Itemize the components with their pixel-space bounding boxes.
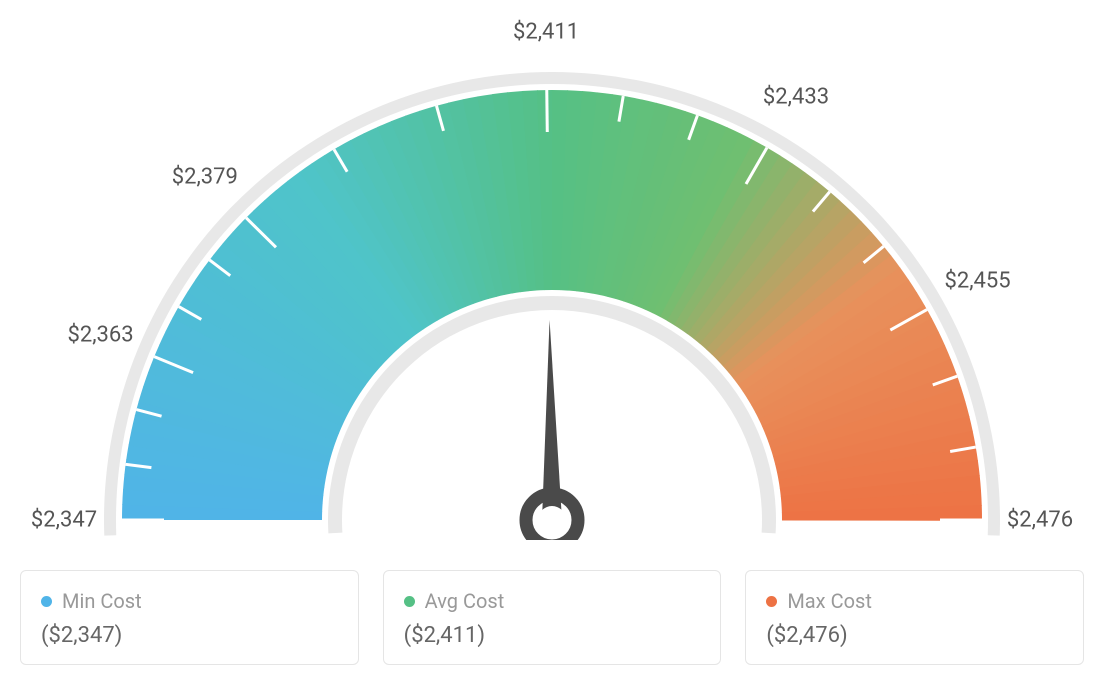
- legend-dot-min: [41, 596, 52, 607]
- gauge-tick-label: $2,476: [1007, 508, 1073, 533]
- legend-label-avg: Avg Cost: [425, 589, 505, 613]
- legend-label-max: Max Cost: [787, 589, 872, 613]
- legend-label-min: Min Cost: [62, 589, 142, 613]
- legend-value-avg: ($2,411): [404, 623, 701, 648]
- gauge-tick-label: $2,363: [68, 322, 134, 347]
- gauge-tick-label: $2,379: [172, 165, 238, 190]
- legend-dot-avg: [404, 596, 415, 607]
- gauge-tick-label: $2,433: [763, 85, 829, 110]
- gauge-tick-label: $2,347: [31, 508, 97, 533]
- legend-card-max: Max Cost ($2,476): [745, 570, 1084, 665]
- legend-card-avg: Avg Cost ($2,411): [383, 570, 722, 665]
- legend-value-min: ($2,347): [41, 623, 338, 648]
- legend-value-max: ($2,476): [766, 623, 1063, 648]
- gauge-tick-label: $2,411: [513, 20, 579, 45]
- gauge-svg: [20, 20, 1084, 540]
- gauge-chart-container: $2,347 $2,363 $2,379 $2,411 $2,433 $2,455 $2,4…: [20, 20, 1084, 665]
- legend-card-min: Min Cost ($2,347): [20, 570, 359, 665]
- legend-title-max: Max Cost: [766, 589, 1063, 613]
- gauge-tick-label: $2,455: [944, 269, 1010, 294]
- legend-title-avg: Avg Cost: [404, 589, 701, 613]
- legend-row: Min Cost ($2,347) Avg Cost ($2,411) Max …: [20, 570, 1084, 665]
- legend-title-min: Min Cost: [41, 589, 338, 613]
- gauge-area: $2,347 $2,363 $2,379 $2,411 $2,433 $2,455 $2,4…: [20, 20, 1084, 540]
- legend-dot-max: [766, 596, 777, 607]
